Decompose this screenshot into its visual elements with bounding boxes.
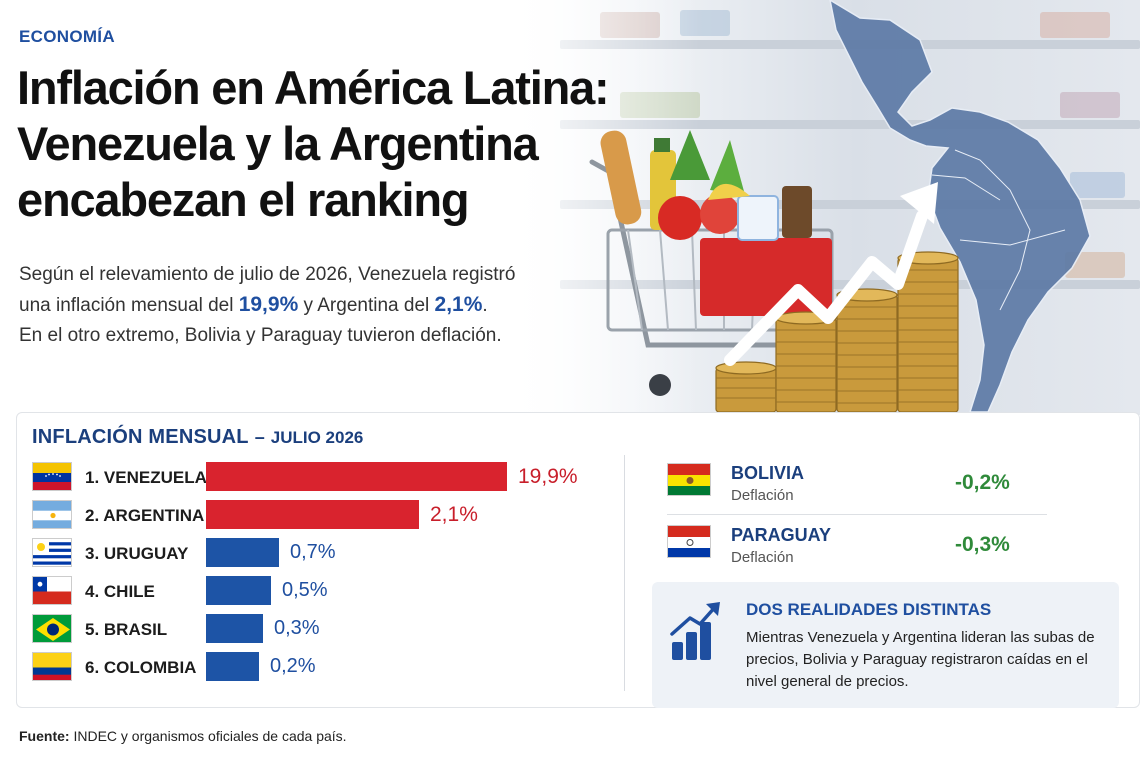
page-title-line-3: encabezan el ranking [17,173,470,226]
chart-bar [206,538,279,567]
chart-bar [206,500,419,529]
chart-data-label: 0,7% [290,541,336,563]
bolivia-flag-icon [667,463,711,496]
deflation-value: -0,2% [955,471,1010,494]
chart-bar [206,576,271,605]
growth-chart-icon [670,602,720,660]
chart-row-brasil: 5. BRASIL 0,3% [17,614,617,646]
chart-title-period: JULIO 2026 [270,428,364,447]
chart-data-label: 0,5% [282,579,328,601]
chart-data-label: 0,3% [274,617,320,639]
deflation-item-bolivia: BOLIVIA Deflación -0,2% [667,463,1047,513]
chart-category-label: 3. URUGUAY [85,544,189,563]
latin-america-map-icon [829,0,1091,413]
chart-row-uruguay: 3. URUGUAY 0,7% [17,538,617,570]
summary-part-3: y Argentina del [298,295,435,316]
summary-text: Según el relevamiento de julio de 2026, … [19,260,579,351]
chart-data-label: 0,2% [270,655,316,677]
deflation-status: Deflación [731,487,794,504]
chart-bar [206,652,259,681]
chart-row-venezuela: 1. VENEZUELA 19,9% [17,462,617,494]
hero-banner: ECONOMÍA Inflación en América Latina: Ve… [0,0,1140,415]
chart-row-argentina: 2. ARGENTINA 2,1% [17,500,617,532]
chart-row-chile: 4. CHILE 0,5% [17,576,617,608]
summary-value-venezuela: 19,9% [238,293,299,316]
chile-flag-icon [32,576,72,605]
page-title: Inflación en América Latina: Venezuela y… [17,60,657,228]
paraguay-flag-icon [667,525,711,558]
deflation-value: -0,3% [955,533,1010,556]
deflation-status: Deflación [731,549,794,566]
brasil-flag-icon [32,614,72,643]
chart-row-colombia: 6. COLOMBIA 0,2% [17,652,617,684]
deflation-divider [667,514,1047,515]
callout-title: DOS REALIDADES DISTINTAS [746,600,992,619]
chart-title-main: INFLACIÓN MENSUAL [32,426,249,448]
section-label: ECONOMÍA [19,27,115,46]
chart-title: INFLACIÓN MENSUAL – JULIO 2026 [32,426,363,449]
chart-data-label: 19,9% [518,465,578,488]
source-label: Fuente: [19,728,70,744]
chart-category-label: 2. ARGENTINA [85,506,205,525]
chart-bar [206,614,263,643]
page-title-line-1: Inflación en América Latina: [17,61,610,114]
hero-fade-overlay [0,0,700,415]
summary-part-2: una inflación mensual del [19,295,239,316]
deflation-item-paraguay: PARAGUAY Deflación -0,3% [667,525,1047,575]
chart-data-label: 2,1% [430,503,478,526]
venezuela-flag-icon [32,462,72,491]
inflation-panel: INFLACIÓN MENSUAL – JULIO 2026 1. VENEZUEL… [16,412,1140,708]
source-text: INDEC y organismos oficiales de cada paí… [69,728,347,744]
deflation-country: PARAGUAY [731,525,832,545]
hero-illustration [589,0,1091,413]
page-title-line-2: Venezuela y la Argentina [17,117,539,170]
deflation-country: BOLIVIA [731,463,805,483]
upward-arrow-icon [724,182,938,366]
callout-text: Mientras Venezuela y Argentina lideran l… [746,629,1095,690]
uruguay-flag-icon [32,538,72,567]
argentina-flag-icon [32,500,72,529]
chart-bar [206,462,507,491]
insight-callout: DOS REALIDADES DISTINTAS Mientras Venezu… [652,582,1119,708]
panel-divider [624,455,625,691]
summary-line-1: Según el relevamiento de julio de 2026, … [19,264,516,285]
colombia-flag-icon [32,652,72,681]
source-note: Fuente: INDEC y organismos oficiales de … [19,728,347,744]
chart-category-label: 1. VENEZUELA [85,468,207,487]
chart-category-label: 6. COLOMBIA [85,658,197,677]
chart-category-label: 4. CHILE [85,582,155,601]
chart-category-label: 5. BRASIL [85,620,168,639]
summary-value-argentina: 2,1% [434,293,483,316]
summary-part-4: . [482,295,488,316]
chart-title-dash: – [254,427,265,447]
summary-line-3: En el otro extremo, Bolivia y Paraguay t… [19,325,502,346]
